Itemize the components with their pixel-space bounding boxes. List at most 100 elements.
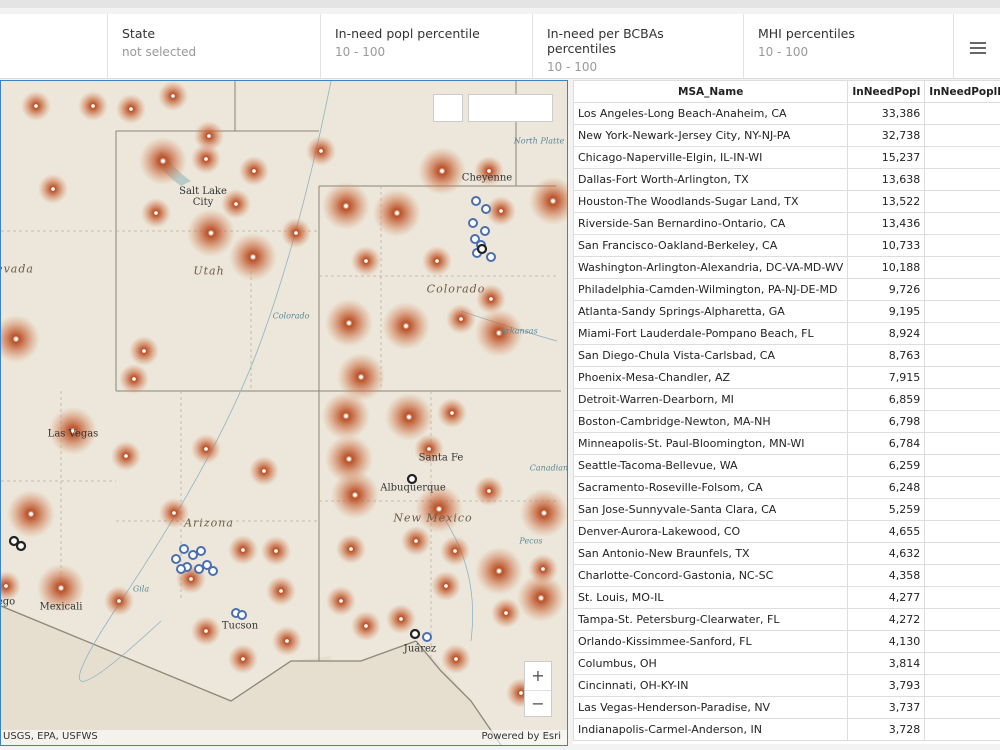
marker [176, 564, 186, 574]
cell: 9. [924, 344, 1000, 367]
table-row[interactable]: Atlanta-Sandy Springs-Alpharetta, GA 9,19… [573, 300, 1000, 323]
table-row[interactable]: Washington-Arlington-Alexandria, DC-VA-M… [573, 256, 1000, 279]
table-row[interactable]: Columbus, OH3,81411. [573, 652, 1000, 675]
filter-value: 10 - 100 [758, 45, 809, 59]
cell: 4,358 [847, 564, 926, 587]
map-label: Pecos [519, 536, 543, 546]
filter[interactable]: MHI percentiles 10 - 100 [743, 14, 953, 78]
cell: Atlanta-Sandy Springs-Alpharetta, GA [573, 300, 849, 323]
cell: Sacramento-Roseville-Folsom, CA [573, 476, 849, 499]
table-row[interactable]: Philadelphia-Camden-Wilmington, PA-NJ-DE… [573, 278, 1000, 301]
zoom-control[interactable]: + − [524, 661, 552, 717]
table-row[interactable]: Detroit-Warren-Dearborn, MI6,8597. [573, 388, 1000, 411]
column-header[interactable]: InNeedPopl [847, 80, 926, 103]
table-row[interactable]: Houston-The Woodlands-Sugar Land, TX 13,5… [573, 190, 1000, 213]
table-row[interactable]: Indianapolis-Carmel-Anderson, IN3,7285. [573, 718, 1000, 741]
marker [202, 560, 212, 570]
column-header[interactable]: MSA_Name [573, 80, 849, 103]
hotspot-center [274, 549, 278, 553]
table-row[interactable]: San Diego-Chula Vista-Carlsbad, CA8,7639… [573, 344, 1000, 367]
cell: 7. [924, 124, 1000, 147]
table-row[interactable]: Denver-Aurora-Lakewood, CO4,6555. [573, 520, 1000, 543]
menu-button[interactable] [953, 14, 1000, 78]
hotspot-center [427, 447, 431, 451]
cell: Las Vegas-Henderson-Paradise, NV [573, 696, 849, 719]
cell: 7,915 [847, 366, 926, 389]
cell: 13,638 [847, 168, 926, 191]
cell: 4,632 [847, 542, 926, 565]
map-label: Las Vegas [47, 428, 99, 440]
map-label: Arizona [184, 516, 234, 530]
table-row[interactable]: Riverside-San Bernardino-Ontario, CA 13,4… [573, 212, 1000, 235]
table-row[interactable]: Charlotte-Concord-Gastonia, NC-SC4,3589. [573, 564, 1000, 587]
cell: St. Louis, MO-IL [573, 586, 849, 609]
cell: 4,277 [847, 586, 926, 609]
hotspot-center [489, 297, 493, 301]
hotspot-center [154, 211, 158, 215]
table-row[interactable]: Los Angeles-Long Beach-Anaheim, CA 33,386… [573, 102, 1000, 125]
zoom-in[interactable]: + [531, 666, 545, 685]
cell: Orlando-Kissimmee-Sanford, FL [573, 630, 849, 653]
cell: 4,272 [847, 608, 926, 631]
hotspot-center [29, 512, 33, 516]
cell: Chicago-Naperville-Elgin, IL-IN-WI [573, 146, 849, 169]
table-row[interactable]: Boston-Cambridge-Newton, MA-NH 6,798 [573, 410, 1000, 433]
hotspot-center [454, 657, 458, 661]
table-row[interactable]: Minneapolis-St. Paul-Bloomington, MN-WI 6… [573, 432, 1000, 455]
table-row[interactable]: Sacramento-Roseville-Folsom, CA 6,248 [573, 476, 1000, 499]
cell: 6,859 [847, 388, 926, 411]
hotspot-center [241, 548, 245, 552]
map-label: Cheyenne [461, 172, 513, 184]
column-header[interactable]: InNeedPoplPerBCBA [924, 80, 1000, 103]
search-button[interactable] [433, 94, 463, 122]
filter[interactable]: State not selected [107, 14, 320, 78]
marker [194, 564, 204, 574]
top-strip [0, 0, 1000, 8]
table-row[interactable]: Seattle-Tacoma-Bellevue, WA6,2597. [573, 454, 1000, 477]
cell: Dallas-Fort Worth-Arlington, TX [573, 168, 849, 191]
table-row[interactable]: St. Louis, MO-IL4,2778. [573, 586, 1000, 609]
hotspot-center [91, 104, 95, 108]
table-row[interactable]: Miami-Fort Lauderdale-Pompano Beach, FL 8… [573, 322, 1000, 345]
cell: 1 [924, 102, 1000, 125]
cell: Riverside-San Bernardino-Ontario, CA [573, 212, 849, 235]
cell: Detroit-Warren-Dearborn, MI [573, 388, 849, 411]
cell: 9. [924, 146, 1000, 169]
hotspot-center [353, 493, 357, 497]
table-row[interactable]: New York-Newark-Jersey City, NY-NJ-PA 32,… [573, 124, 1000, 147]
table-row[interactable]: San Francisco-Oakland-Berkeley, CA 10,733… [573, 234, 1000, 257]
map[interactable]: + − USGS, EPA, USFWS Powered by Esri eva… [0, 80, 568, 746]
table-row[interactable]: San Jose-Sunnyvale-Santa Clara, CA5,2591… [573, 498, 1000, 521]
cell: 4,655 [847, 520, 926, 543]
cell: New York-Newark-Jersey City, NY-NJ-PA [573, 124, 849, 147]
hotspot-center [251, 255, 255, 259]
cell: Minneapolis-St. Paul-Bloomington, MN-WI [573, 432, 849, 455]
toolbar[interactable] [468, 94, 553, 122]
hotspot-center [459, 317, 463, 321]
map-label: Colorado [426, 282, 486, 296]
marker-dark [15, 540, 27, 552]
table-row[interactable]: Cincinnati, OH-KY-IN3,79315. [573, 674, 1000, 697]
table-row[interactable]: Chicago-Naperville-Elgin, IL-IN-WI 15,237… [573, 146, 1000, 169]
table-row[interactable]: Phoenix-Mesa-Chandler, AZ7,91511. [573, 366, 1000, 389]
hotspot-center [542, 511, 546, 515]
cell: 7. [924, 454, 1000, 477]
hotspot-center [124, 454, 128, 458]
cell: 14. [924, 212, 1000, 235]
table-row[interactable]: Tampa-St. Petersburg-Clearwater, FL 4,272… [573, 608, 1000, 631]
cell: San Jose-Sunnyvale-Santa Clara, CA [573, 498, 849, 521]
hotspot-center [497, 331, 501, 335]
filter[interactable]: In-need popl percentile 10 - 100 [320, 14, 532, 78]
cell: 12. [924, 168, 1000, 191]
cell: 3,728 [847, 718, 926, 741]
table-row[interactable]: Las Vegas-Henderson-Paradise, NV3,7371 [573, 696, 1000, 719]
table-row[interactable]: San Antonio-New Braunfels, TX4,6329. [573, 542, 1000, 565]
cell: Denver-Aurora-Lakewood, CO [573, 520, 849, 543]
cell: 13,522 [847, 190, 926, 213]
zoom-out[interactable]: − [525, 690, 551, 717]
filter[interactable]: In-need per BCBAs percentiles 10 - 100 [532, 14, 743, 78]
map-label: Canadian [529, 463, 568, 473]
table-row[interactable]: Orlando-Kissimmee-Sanford, FL4,1304. [573, 630, 1000, 653]
cell: 11. [924, 652, 1000, 675]
